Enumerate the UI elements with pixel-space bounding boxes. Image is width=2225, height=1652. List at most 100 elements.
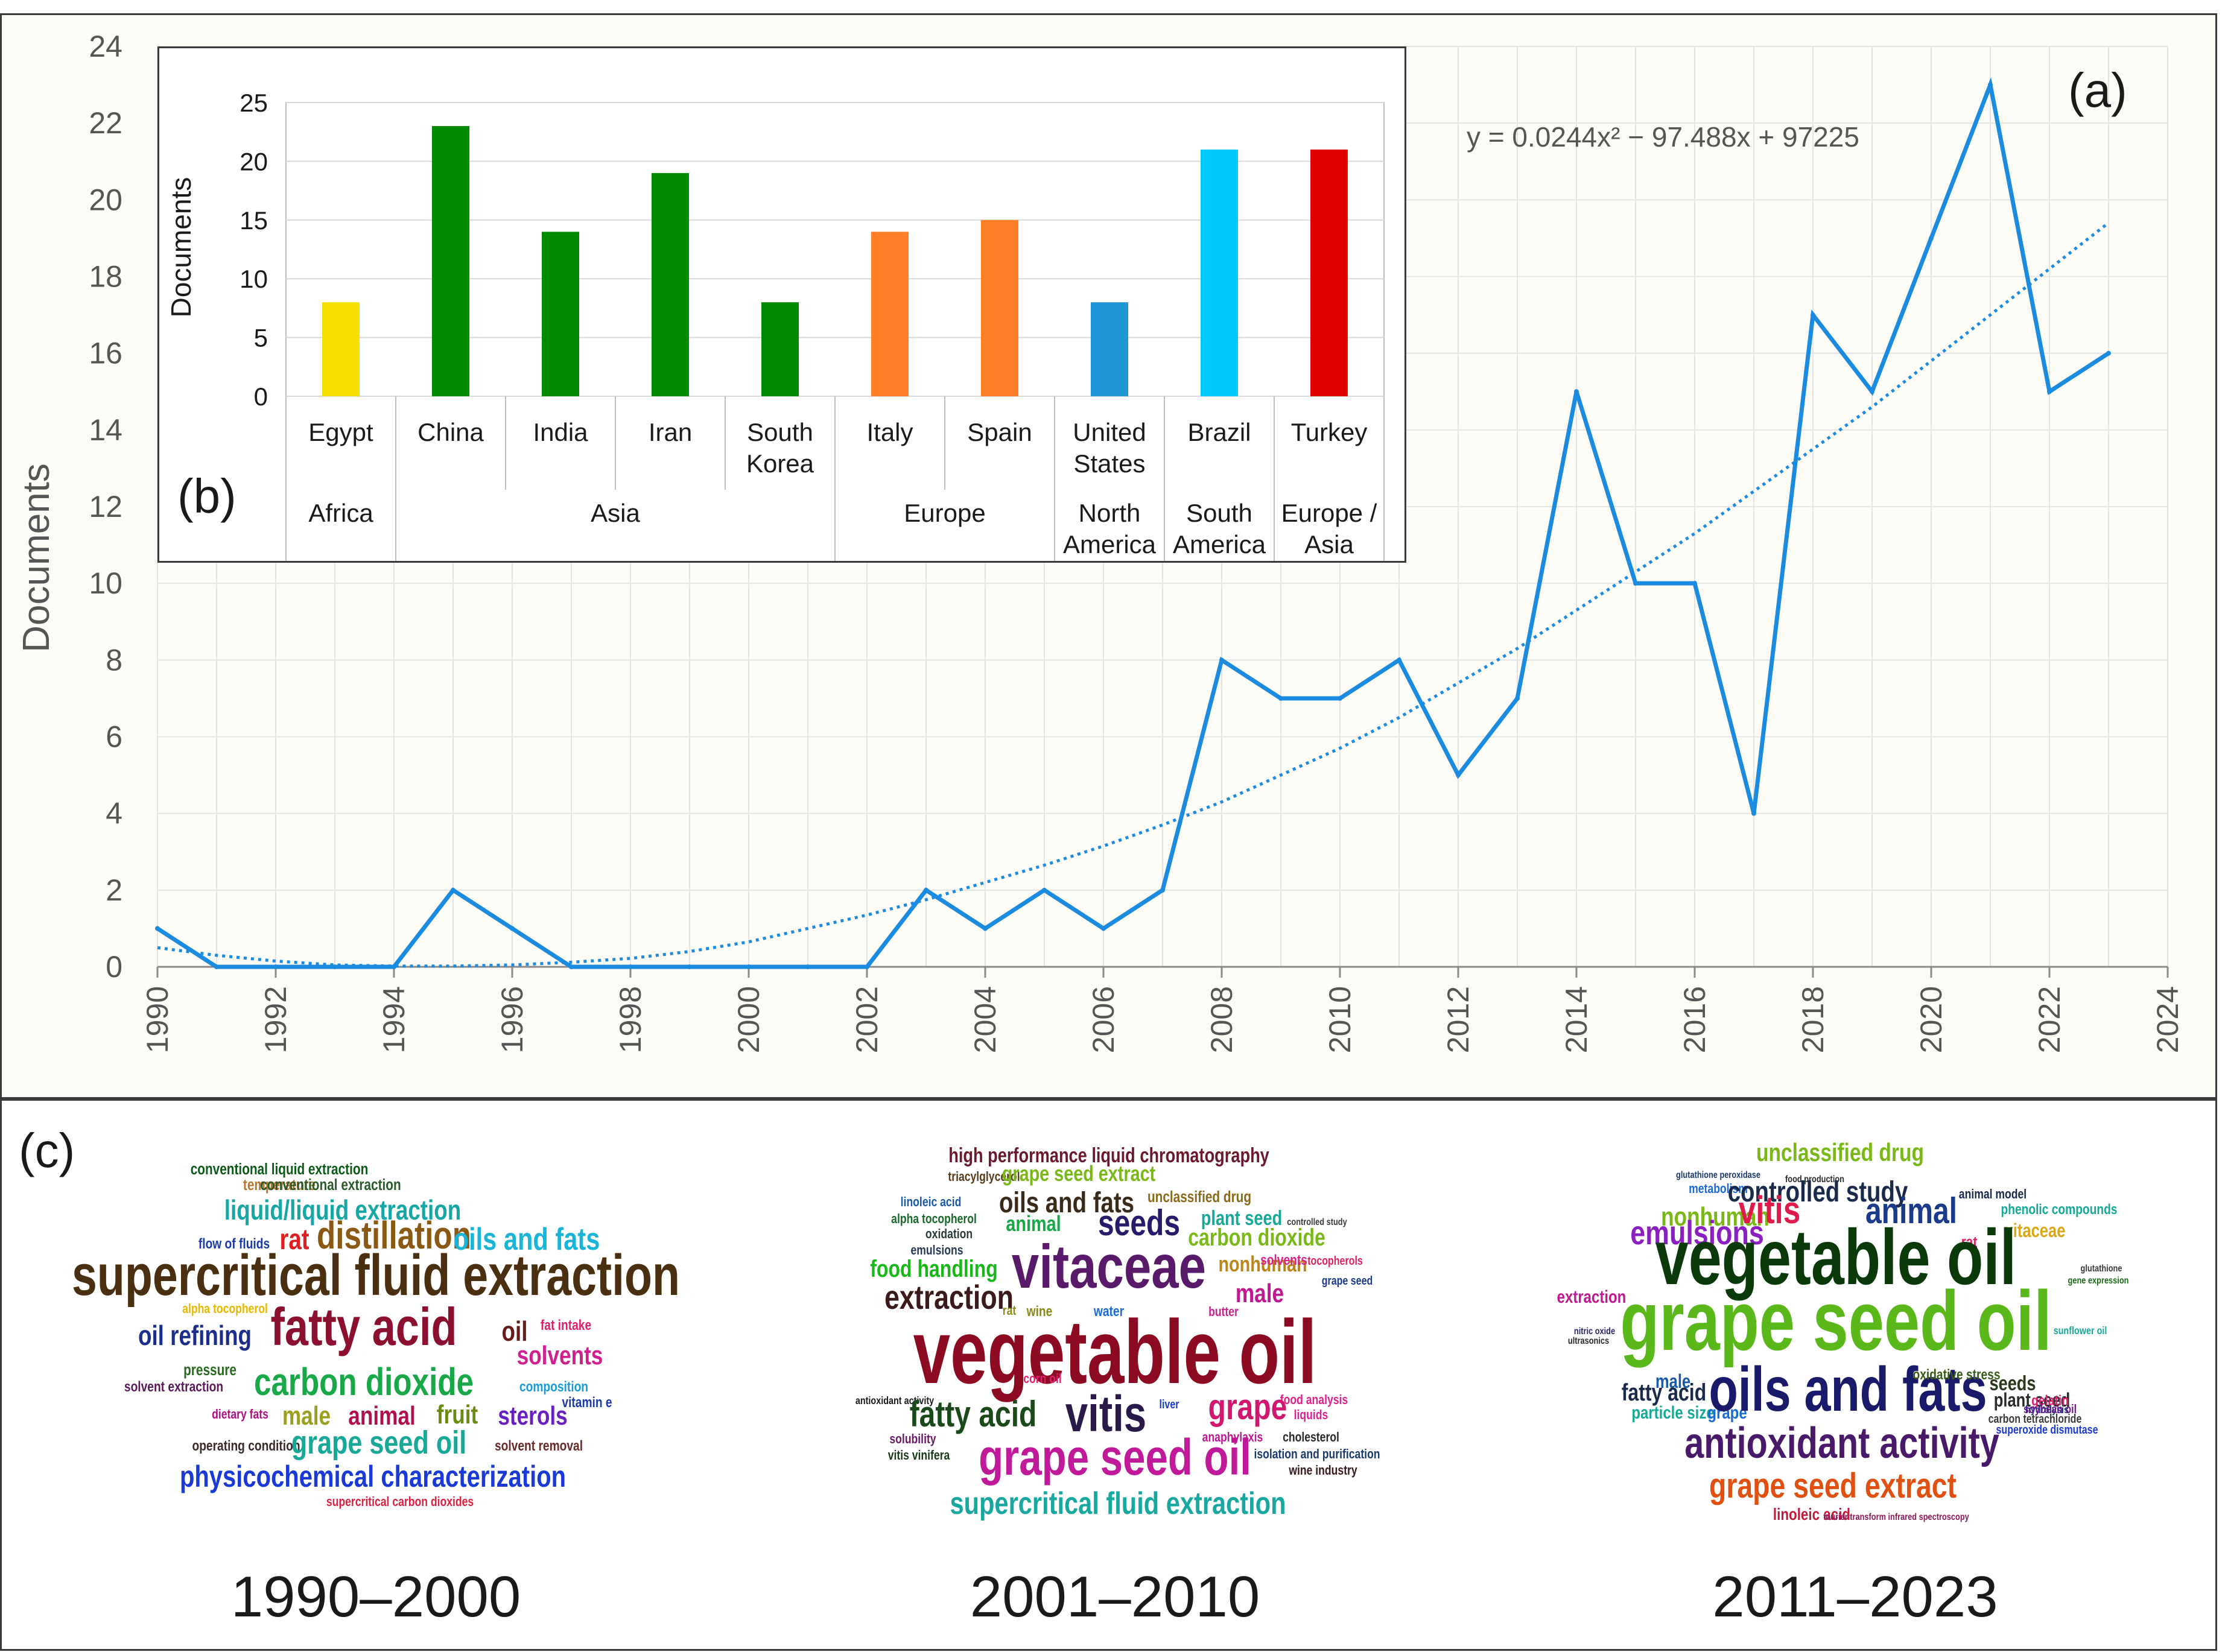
chart-a-point-1997 [569, 964, 574, 969]
chart-a-x-tick-label: 2018 [1796, 986, 1830, 1053]
chart-b-y-tick-label: 10 [240, 265, 268, 293]
word-cloud-word: fourier transform infrared spectroscopy [1823, 1512, 1969, 1523]
word-cloud-word: superoxide dismutase [1996, 1423, 2098, 1436]
word-cloud-word: solvents [517, 1341, 603, 1370]
word-cloud-word: wine [1026, 1303, 1053, 1320]
chart-b-group-label: Africa [308, 499, 373, 527]
word-cloud-word: oil refining [138, 1320, 252, 1351]
chart-b-category-label: Korea [746, 449, 814, 478]
chart-a-x-tick-label: 2008 [1205, 986, 1239, 1053]
chart-b-y-tick-label: 5 [254, 324, 268, 352]
word-cloud-word: fat intake [541, 1317, 591, 1334]
chart-a-x-tick-label: 2010 [1323, 986, 1357, 1053]
word-cloud-word: vitaceae [1012, 1232, 1206, 1301]
chart-a-x-ticks: 1990 1992 1994 1996 1998 2000 2002 2004 2006 2008… [141, 967, 2185, 1053]
word-cloud-word: temperature [243, 1176, 316, 1194]
chart-b-bar-spain [981, 220, 1018, 396]
chart-a-point-1995 [451, 887, 455, 893]
word-cloud-word: oils and fats [1709, 1353, 1987, 1424]
word-cloud-word: high performance liquid chromatography [948, 1144, 1269, 1167]
chart-a-x-tick-label: 2014 [1560, 986, 1593, 1053]
chart-a-point-1992 [273, 964, 278, 969]
word-clouds: (c) conventional liquid extractiontemper… [19, 1124, 2128, 1629]
chart-a-point-2020 [1929, 235, 1934, 241]
chart-b-group-label: America [1063, 530, 1157, 559]
chart-a-trend-line [157, 221, 2110, 968]
word-cloud-word: metabolism [1689, 1182, 1748, 1196]
word-cloud-word: flow of fluids [198, 1235, 270, 1252]
word-cloud-word: particle size [1631, 1402, 1714, 1422]
period-label-2011-2023: 2011–2023 [1712, 1565, 1998, 1629]
word-cloud-word: emulsions [1630, 1214, 1764, 1252]
word-cloud-word: supercritical carbon dioxides [326, 1495, 474, 1509]
chart-a-point-2007 [1160, 887, 1165, 893]
word-cloud-word: food analysis [1280, 1393, 1348, 1407]
chart-b-category-label: Turkey [1291, 418, 1368, 446]
chart-a-point-2013 [1515, 695, 1520, 701]
word-cloud-word: grape seed oil [1620, 1274, 2051, 1369]
chart-b-bar-south-korea [761, 302, 799, 396]
word-cloud-word: liquid/liquid extraction [224, 1194, 461, 1226]
word-cloud-word: antioxidant activity [1684, 1419, 1999, 1467]
chart-a-series [155, 77, 2111, 969]
chart-b-category-label: India [533, 418, 588, 446]
chart-b-category-table: Egypt China India Iran South Korea Italy Spain U… [285, 396, 1385, 561]
word-cloud-word: fatty acid [270, 1297, 457, 1356]
chart-a-point-2011 [1397, 657, 1401, 663]
chart-a-y-tick-label: 4 [106, 797, 122, 831]
word-cloud-word: corn oil [1023, 1372, 1062, 1386]
chart-a-x-tick-label: 1998 [614, 986, 647, 1053]
word-cloud-word: animal model [1959, 1187, 2027, 1201]
chart-a-series-line [156, 77, 2110, 969]
word-cloud-word: seeds [1098, 1203, 1180, 1243]
word-cloud-word: unclassified drug [1756, 1139, 1924, 1167]
word-cloud-word: pressure [183, 1361, 236, 1379]
chart-a-x-tick-label: 2022 [2033, 986, 2066, 1053]
word-cloud-word: oils and fats [999, 1187, 1134, 1219]
word-cloud-word: food production [1785, 1174, 1844, 1185]
chart-a-point-2006 [1101, 926, 1106, 931]
chart-a-y-tick-label: 8 [106, 643, 122, 677]
word-cloud-word: grape [1208, 1387, 1287, 1427]
chart-a-panel-label: (a) [2068, 63, 2127, 117]
word-cloud-word: solvent extraction [124, 1378, 223, 1395]
chart-b-category-label: Iran [649, 418, 692, 446]
chart-a-point-2012 [1456, 773, 1461, 778]
word-cloud-word: vitaceae [2004, 1220, 2065, 1241]
word-cloud-word: grape seed extract [1709, 1466, 1957, 1505]
chart-b-group-label: Asia [591, 499, 640, 527]
word-cloud-word: fatty acid [910, 1394, 1037, 1434]
word-cloud-word: food handling [870, 1255, 997, 1282]
word-cloud-word: animal [348, 1401, 415, 1431]
word-cloud-word: extraction [1557, 1286, 1627, 1306]
word-cloud-word: animal [1865, 1191, 1957, 1231]
chart-b-group-label: America [1173, 530, 1266, 559]
chart-a-y-tick-label: 10 [89, 566, 122, 600]
word-cloud-word: vegetable oil [1655, 1214, 2016, 1301]
chart-a-y-tick-label: 20 [89, 183, 122, 217]
word-cloud-word: fatty acid [1622, 1379, 1706, 1406]
chart-a-y-tick-label: 18 [89, 260, 122, 294]
word-cloud-word: supercritical fluid extraction [950, 1486, 1286, 1521]
chart-b-bars [322, 125, 1348, 397]
chart-b-bar-chart: 0 5 10 15 20 25 Egypt China India Iran South Korea… [165, 89, 1385, 561]
chart-a-y-tick-label: 22 [89, 106, 122, 140]
chart-b-y-axis-label: Documents [165, 177, 197, 318]
chart-b-group-label: Asia [1304, 530, 1354, 559]
chart-a-x-tick-label: 2012 [1441, 986, 1475, 1053]
chart-b-y-ticks: 0 5 10 15 20 25 [240, 89, 268, 411]
chart-a-x-tick-label: 2002 [850, 986, 884, 1053]
chart-a-point-1990 [155, 926, 160, 931]
word-cloud-word: linoleic acid [1773, 1505, 1850, 1524]
chart-a-y-tick-label: 2 [106, 873, 122, 907]
word-cloud-1990-2000: conventional liquid extractiontemperatur… [72, 1160, 680, 1510]
word-cloud-word: ultrasonics [1568, 1336, 1609, 1347]
chart-b-y-tick-label: 25 [240, 89, 268, 117]
word-cloud-word: rat [279, 1224, 309, 1256]
chart-b-category-label: Brazil [1187, 418, 1251, 446]
chart-a-point-2018 [1811, 312, 1815, 318]
word-cloud-word: male [282, 1401, 331, 1431]
chart-a-trend-formula: y = 0.0244x² − 97.488x + 97225 [1467, 121, 1859, 153]
chart-b-category-label: South [747, 418, 813, 446]
word-cloud-word: glutathione [2081, 1264, 2122, 1274]
